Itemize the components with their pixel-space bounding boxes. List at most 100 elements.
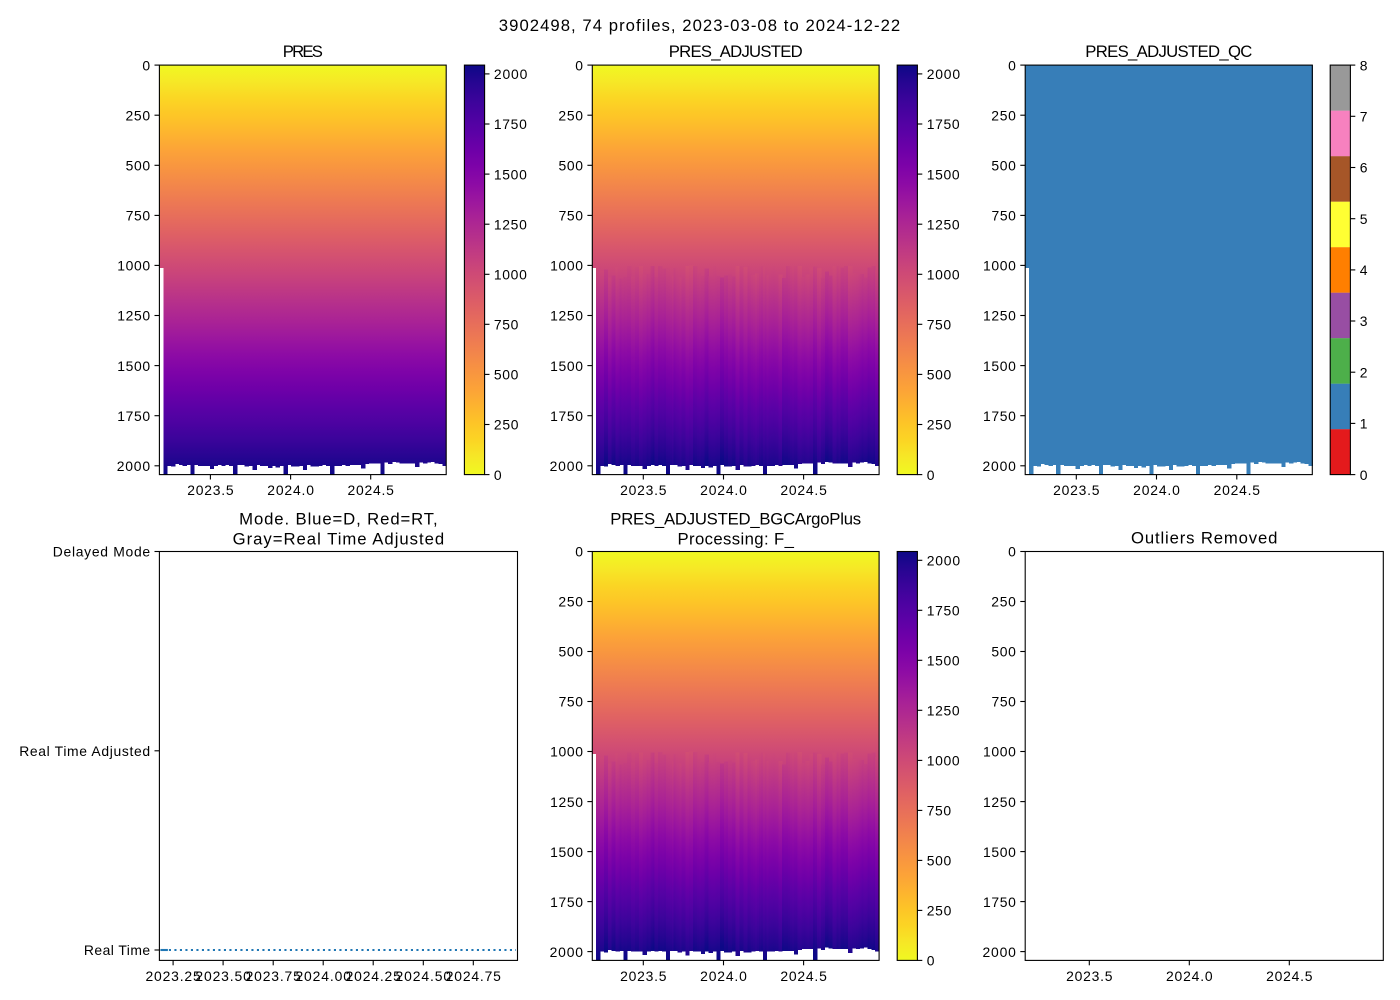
svg-text:7: 7 — [1360, 109, 1368, 125]
svg-text:250: 250 — [494, 417, 519, 433]
svg-text:2000: 2000 — [927, 66, 961, 82]
svg-text:1500: 1500 — [117, 358, 150, 374]
svg-text:2024.00: 2024.00 — [295, 968, 351, 984]
svg-text:250: 250 — [927, 417, 952, 433]
svg-text:0: 0 — [927, 467, 935, 483]
svg-text:2024.0: 2024.0 — [267, 482, 314, 498]
svg-text:Gray=Real Time Adjusted: Gray=Real Time Adjusted — [233, 529, 445, 548]
svg-text:1250: 1250 — [550, 794, 583, 810]
svg-text:1250: 1250 — [550, 308, 583, 324]
svg-text:500: 500 — [126, 158, 151, 174]
svg-text:2023.5: 2023.5 — [187, 482, 234, 498]
svg-text:1000: 1000 — [494, 267, 527, 283]
svg-text:2024.50: 2024.50 — [396, 968, 452, 984]
svg-text:0: 0 — [142, 57, 150, 73]
svg-text:1750: 1750 — [117, 408, 150, 424]
svg-text:250: 250 — [991, 594, 1016, 610]
svg-text:250: 250 — [558, 107, 583, 123]
svg-text:750: 750 — [559, 694, 584, 710]
svg-text:2023.5: 2023.5 — [620, 482, 667, 498]
svg-text:0: 0 — [575, 57, 583, 73]
svg-text:1250: 1250 — [117, 308, 150, 324]
svg-text:0: 0 — [1360, 467, 1368, 483]
svg-text:1000: 1000 — [983, 744, 1016, 760]
svg-text:2023.5: 2023.5 — [1053, 482, 1100, 498]
svg-text:1000: 1000 — [927, 267, 960, 283]
svg-text:3: 3 — [1360, 313, 1368, 329]
svg-text:2024.5: 2024.5 — [780, 482, 827, 498]
svg-text:Delayed Mode: Delayed Mode — [53, 544, 151, 560]
svg-text:500: 500 — [991, 644, 1016, 660]
svg-text:1500: 1500 — [927, 653, 960, 669]
svg-text:750: 750 — [126, 208, 151, 224]
svg-text:2024.0: 2024.0 — [700, 482, 747, 498]
svg-text:2024.5: 2024.5 — [1266, 968, 1313, 984]
svg-text:750: 750 — [992, 694, 1017, 710]
svg-text:500: 500 — [991, 158, 1016, 174]
svg-text:750: 750 — [992, 208, 1017, 224]
svg-text:0: 0 — [1008, 544, 1016, 560]
svg-text:2: 2 — [1360, 364, 1368, 380]
svg-text:2000: 2000 — [983, 458, 1017, 474]
svg-text:0: 0 — [575, 544, 583, 560]
svg-text:500: 500 — [494, 367, 519, 383]
svg-text:500: 500 — [559, 644, 584, 660]
svg-text:1500: 1500 — [927, 166, 960, 182]
svg-text:2000: 2000 — [927, 553, 961, 569]
svg-text:2024.5: 2024.5 — [348, 482, 395, 498]
svg-text:1500: 1500 — [983, 844, 1016, 860]
svg-text:0: 0 — [927, 953, 935, 969]
svg-text:2024.5: 2024.5 — [1214, 482, 1261, 498]
svg-text:500: 500 — [927, 853, 952, 869]
svg-text:2000: 2000 — [550, 944, 584, 960]
svg-text:8: 8 — [1360, 57, 1368, 73]
svg-text:250: 250 — [927, 903, 952, 919]
svg-text:250: 250 — [126, 107, 151, 123]
svg-text:1750: 1750 — [983, 894, 1016, 910]
svg-text:1250: 1250 — [983, 308, 1016, 324]
svg-text:1000: 1000 — [117, 258, 150, 274]
svg-text:1500: 1500 — [550, 358, 583, 374]
svg-text:Processing: F_: Processing: F_ — [678, 529, 795, 548]
svg-text:1000: 1000 — [927, 753, 960, 769]
svg-text:1000: 1000 — [550, 744, 583, 760]
svg-text:1000: 1000 — [550, 258, 583, 274]
svg-text:5: 5 — [1360, 211, 1368, 227]
svg-text:2024.5: 2024.5 — [780, 968, 827, 984]
svg-text:250: 250 — [991, 107, 1016, 123]
svg-text:1250: 1250 — [983, 794, 1016, 810]
svg-text:2000: 2000 — [494, 66, 528, 82]
svg-text:2000: 2000 — [983, 944, 1017, 960]
svg-text:2000: 2000 — [117, 458, 151, 474]
svg-text:1250: 1250 — [927, 216, 960, 232]
svg-text:1500: 1500 — [494, 166, 527, 182]
svg-text:2023.25: 2023.25 — [146, 968, 201, 984]
svg-text:1: 1 — [1360, 416, 1368, 432]
svg-text:1250: 1250 — [927, 703, 960, 719]
svg-text:750: 750 — [494, 317, 519, 333]
svg-text:2024.0: 2024.0 — [700, 968, 747, 984]
svg-text:1750: 1750 — [927, 603, 960, 619]
svg-text:PRES_ADJUSTED_BGCArgoPlus: PRES_ADJUSTED_BGCArgoPlus — [610, 509, 861, 528]
svg-text:750: 750 — [927, 803, 952, 819]
svg-text:1750: 1750 — [550, 408, 583, 424]
svg-text:1750: 1750 — [550, 894, 583, 910]
svg-text:0: 0 — [494, 467, 502, 483]
svg-text:3902498, 74 profiles, 2023-03-: 3902498, 74 profiles, 2023-03-08 to 2024… — [499, 16, 900, 35]
svg-text:2024.25: 2024.25 — [346, 968, 401, 984]
svg-text:1500: 1500 — [550, 844, 583, 860]
svg-text:1000: 1000 — [983, 258, 1016, 274]
svg-text:0: 0 — [1008, 57, 1016, 73]
svg-text:2023.5: 2023.5 — [1066, 968, 1113, 984]
svg-text:2024.0: 2024.0 — [1166, 968, 1213, 984]
svg-text:PRES_ADJUSTED: PRES_ADJUSTED — [669, 42, 803, 61]
svg-text:6: 6 — [1360, 160, 1368, 176]
svg-text:2023.50: 2023.50 — [195, 968, 251, 984]
svg-text:PRES_ADJUSTED_QC: PRES_ADJUSTED_QC — [1085, 42, 1252, 61]
svg-text:Mode. Blue=D, Red=RT,: Mode. Blue=D, Red=RT, — [239, 509, 438, 528]
svg-text:Real Time Adjusted: Real Time Adjusted — [19, 743, 150, 759]
svg-text:1750: 1750 — [494, 116, 527, 132]
svg-text:750: 750 — [927, 317, 952, 333]
svg-text:250: 250 — [558, 594, 583, 610]
svg-text:4: 4 — [1360, 262, 1368, 278]
